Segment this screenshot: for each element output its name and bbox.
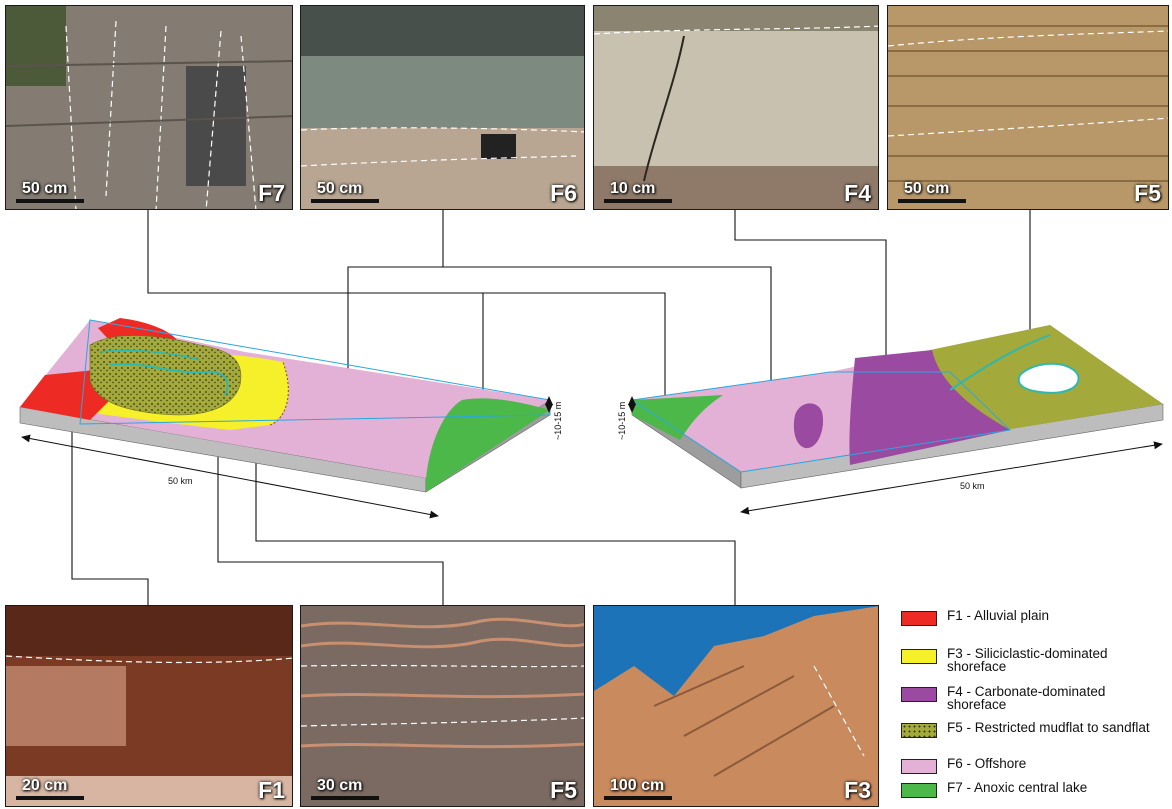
photo-f3-id: F3	[844, 777, 871, 803]
right-depth-label: ~10-15 m	[617, 401, 627, 440]
legend-label: F6 - Offshore	[947, 756, 1027, 771]
photo-f4: 10 cm F4	[593, 5, 879, 210]
photo-f4-id: F4	[844, 180, 871, 206]
photo-f5-top: 50 cm F5	[887, 5, 1169, 210]
left-width-label: 50 km	[168, 476, 193, 486]
photo-f7-scale: 50 cm	[16, 181, 84, 203]
photo-f3-image	[594, 606, 878, 806]
connector-f6b	[443, 266, 775, 413]
connector-f6	[344, 210, 444, 409]
legend-swatch	[901, 783, 937, 798]
legend-label: F3 - Siliciclastic-dominated shoreface	[947, 646, 1108, 674]
photo-f5-bottom-id: F5	[550, 777, 577, 803]
legend-label: F4 - Carbonate-dominated shoreface	[947, 684, 1106, 712]
right-block	[628, 325, 1164, 515]
photo-f6-scale: 50 cm	[311, 181, 379, 203]
legend-swatch	[901, 687, 937, 702]
right-width-label: 50 km	[960, 481, 985, 491]
photo-f1-id: F1	[258, 777, 285, 803]
photo-f1-scale: 20 cm	[16, 778, 84, 800]
photo-f3-scale: 100 cm	[604, 778, 672, 800]
photo-f3: 100 cm F3	[593, 605, 879, 807]
left-depth-label: ~10-15 m	[553, 401, 563, 440]
legend-swatch	[901, 723, 937, 738]
photo-f5-top-id: F5	[1134, 180, 1161, 206]
photo-f4-scale: 10 cm	[604, 181, 672, 203]
legend-swatch	[901, 759, 937, 774]
photo-f5-bottom-image	[301, 606, 584, 806]
legend-label: F1 - Alluvial plain	[947, 608, 1050, 623]
connector-f4	[734, 210, 890, 408]
photo-f6: 50 cm F6	[300, 5, 585, 210]
legend-swatch	[901, 611, 937, 626]
photo-f5-top-scale: 50 cm	[898, 181, 966, 203]
photo-f1: 20 cm F1	[5, 605, 293, 807]
photo-f1-image	[6, 606, 292, 806]
photo-f7-id: F7	[258, 180, 285, 206]
left-block	[19, 318, 553, 519]
photo-f7: 50 cm F7	[5, 5, 293, 210]
photo-f5-bottom-scale: 30 cm	[311, 778, 379, 800]
photo-f4-image	[594, 6, 878, 209]
legend-swatch	[901, 649, 937, 664]
photo-f6-image	[301, 6, 584, 209]
legend-label: F7 - Anoxic central lake	[947, 780, 1088, 795]
photo-f5-bottom: 30 cm F5	[300, 605, 585, 807]
legend-label: F5 - Restricted mudflat to sandflat	[947, 720, 1150, 735]
connector-f6c	[345, 292, 487, 426]
photo-f7-image	[6, 6, 292, 209]
photo-f6-id: F6	[550, 180, 577, 206]
photo-f5-top-image	[888, 6, 1168, 209]
